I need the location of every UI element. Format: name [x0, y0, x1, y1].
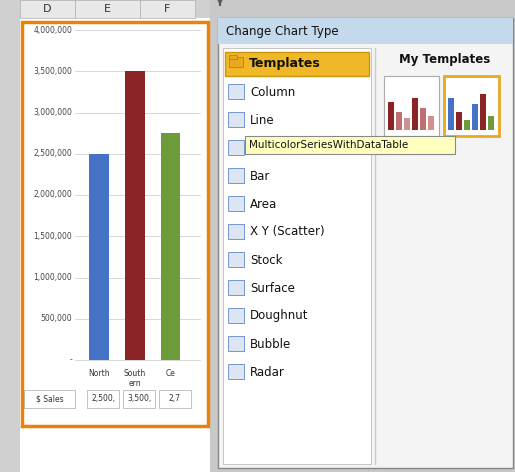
Bar	[412, 98, 418, 130]
Bar	[22, 22, 208, 426]
Text: MulticolorSeriesWithDataTable: MulticolorSeriesWithDataTable	[249, 140, 408, 150]
Bar	[159, 390, 191, 408]
Bar	[456, 112, 462, 130]
Bar	[472, 104, 478, 130]
Text: My Templates: My Templates	[399, 53, 490, 67]
Text: Bar: Bar	[250, 169, 270, 183]
Bar	[123, 390, 155, 408]
Bar	[125, 71, 145, 360]
Text: Ce: Ce	[166, 369, 176, 378]
Bar	[488, 116, 494, 130]
Bar	[228, 252, 244, 267]
Text: 2,500,: 2,500,	[91, 395, 115, 404]
Bar	[480, 94, 486, 130]
Text: Bubble: Bubble	[250, 337, 291, 351]
Bar	[444, 76, 499, 136]
Text: 2,7: 2,7	[169, 395, 181, 404]
Bar	[225, 52, 369, 76]
Text: F: F	[164, 4, 170, 14]
Bar	[404, 118, 410, 130]
Bar	[161, 133, 180, 360]
Bar	[223, 48, 371, 464]
Bar	[228, 84, 244, 99]
Text: Doughnut: Doughnut	[250, 310, 308, 322]
Bar	[20, 18, 210, 472]
Bar	[245, 136, 455, 154]
Bar	[140, 0, 195, 18]
Bar	[229, 57, 243, 67]
Text: Surface: Surface	[250, 281, 295, 295]
Text: Stock: Stock	[250, 253, 283, 267]
Bar	[448, 98, 454, 130]
Text: E: E	[104, 4, 111, 14]
Text: 1,000,000: 1,000,000	[33, 273, 72, 282]
Bar	[218, 18, 513, 44]
Bar	[228, 364, 244, 379]
Bar	[89, 154, 109, 360]
Bar	[380, 48, 509, 464]
Bar	[229, 55, 237, 59]
Text: North: North	[88, 369, 110, 378]
Text: Change Chart Type: Change Chart Type	[226, 25, 339, 37]
Bar	[228, 168, 244, 183]
Text: -: -	[69, 355, 72, 364]
Text: D: D	[43, 4, 52, 14]
Text: Templates: Templates	[249, 58, 321, 70]
Text: Pie: Pie	[250, 142, 267, 154]
Bar	[228, 140, 244, 155]
Text: 500,000: 500,000	[40, 314, 72, 323]
Bar	[228, 112, 244, 127]
Bar	[0, 0, 210, 472]
Bar	[24, 390, 75, 408]
Text: Area: Area	[250, 197, 277, 211]
Text: 2,500,000: 2,500,000	[33, 149, 72, 158]
Text: Radar: Radar	[250, 365, 285, 379]
Text: 4,000,000: 4,000,000	[33, 25, 72, 34]
Bar	[75, 0, 140, 18]
Text: 2,000,000: 2,000,000	[33, 191, 72, 200]
Bar	[388, 102, 394, 130]
Bar	[228, 336, 244, 351]
Bar	[396, 112, 402, 130]
Text: 1,500,000: 1,500,000	[33, 232, 72, 241]
Bar	[228, 196, 244, 211]
Text: X Y (Scatter): X Y (Scatter)	[250, 226, 324, 238]
Bar	[464, 120, 470, 130]
Text: $ Sales: $ Sales	[36, 395, 63, 404]
Text: Column: Column	[250, 85, 295, 99]
Text: 3,500,: 3,500,	[127, 395, 151, 404]
Bar	[88, 390, 119, 408]
Bar	[428, 116, 434, 130]
Bar	[384, 76, 439, 136]
Bar	[228, 280, 244, 295]
Bar	[228, 308, 244, 323]
Bar	[228, 224, 244, 239]
Bar	[218, 18, 513, 468]
Bar	[20, 0, 75, 18]
Text: 3,000,000: 3,000,000	[33, 108, 72, 117]
Text: 3,500,000: 3,500,000	[33, 67, 72, 76]
Bar	[420, 108, 426, 130]
Text: Line: Line	[250, 113, 274, 126]
Text: South
ern: South ern	[124, 369, 146, 388]
